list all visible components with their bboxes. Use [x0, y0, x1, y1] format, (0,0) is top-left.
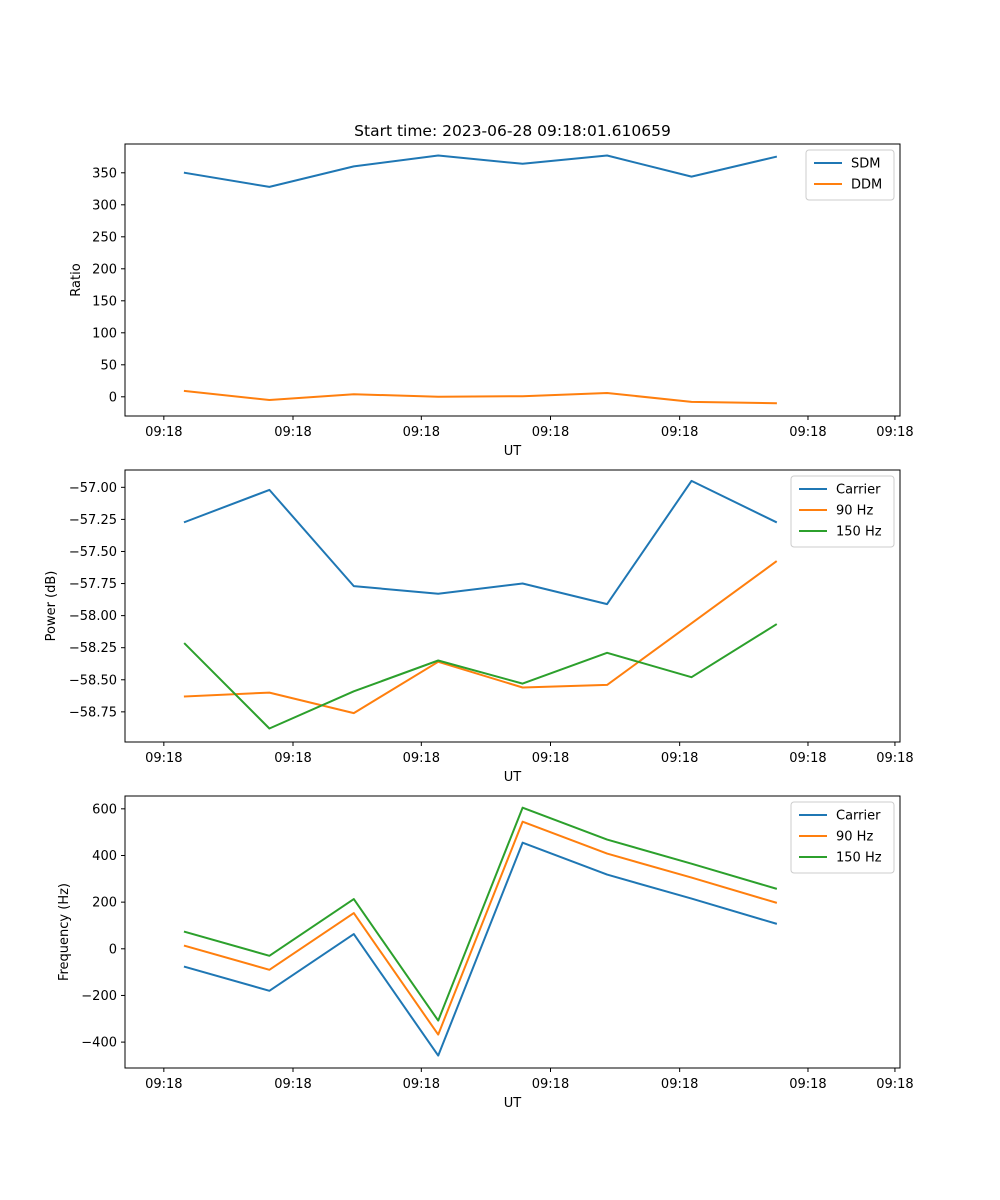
- series-line-carrier: [183, 479, 778, 606]
- chart-title: Start time: 2023-06-28 09:18:01.610659: [354, 122, 671, 140]
- y-tick-label: −58.25: [69, 641, 117, 656]
- y-tick-label: −400: [81, 1036, 117, 1051]
- y-tick-label: 300: [92, 198, 117, 213]
- legend: SDM DDM: [805, 149, 895, 201]
- x-tick-label: 09:18: [876, 751, 913, 766]
- y-tick-label: −58.75: [69, 705, 117, 720]
- x-tick-label: 09:18: [274, 751, 311, 766]
- x-tick-label: 09:18: [661, 425, 698, 440]
- y-tick-label: 0: [109, 390, 117, 405]
- x-tick-label: 09:18: [403, 425, 440, 440]
- x-tick-label: 09:18: [876, 1077, 913, 1092]
- x-tick-label: 09:18: [145, 425, 182, 440]
- y-tick-label: 200: [92, 896, 117, 911]
- y-tick-label: 150: [92, 294, 117, 309]
- x-tick-label: 09:18: [274, 1077, 311, 1092]
- legend-label: 150 Hz: [836, 525, 882, 540]
- y-tick-label: −200: [81, 989, 117, 1004]
- legend-label: Carrier: [836, 483, 881, 498]
- legend-label: 90 Hz: [836, 830, 873, 845]
- y-tick-label: 0: [109, 942, 117, 957]
- series-line-sdm: [183, 154, 778, 188]
- y-axis-label: Power (dB): [44, 571, 59, 642]
- x-tick-label: 09:18: [532, 425, 569, 440]
- x-tick-label: 09:18: [661, 1077, 698, 1092]
- x-tick-label: 09:18: [789, 1077, 826, 1092]
- legend-label: 90 Hz: [836, 504, 873, 519]
- x-tick-label: 09:18: [789, 425, 826, 440]
- x-tick-label: 09:18: [532, 1077, 569, 1092]
- legend-label: 150 Hz: [836, 851, 882, 866]
- x-tick-label: 09:18: [661, 751, 698, 766]
- y-tick-label: −57.25: [69, 513, 117, 528]
- y-tick-label: 200: [92, 262, 117, 277]
- y-tick-label: −57.00: [69, 481, 117, 496]
- legend-label: SDM: [851, 157, 880, 172]
- x-tick-label: 09:18: [789, 751, 826, 766]
- legend-label: Carrier: [836, 809, 881, 824]
- x-tick-label: 09:18: [403, 1077, 440, 1092]
- y-tick-label: −58.00: [69, 609, 117, 624]
- series-line-90-hz: [183, 560, 778, 715]
- y-axis-label: Ratio: [69, 263, 84, 296]
- axes-frame: [124, 143, 901, 417]
- series-line-150-hz: [183, 623, 778, 730]
- legend: Carrier 90 Hz 150 Hz: [790, 801, 895, 874]
- series-line-ddm: [183, 389, 777, 405]
- x-tick-label: 09:18: [274, 425, 311, 440]
- x-tick-label: 09:18: [876, 425, 913, 440]
- y-tick-label: −58.50: [69, 673, 117, 688]
- x-tick-label: 09:18: [145, 751, 182, 766]
- subplot-2: −58.75 −58.50 −58.25 −58.00 −57.75 −57.50 −57.…: [44, 469, 914, 785]
- y-tick-label: 50: [100, 358, 117, 373]
- legend-box: [790, 801, 895, 874]
- y-tick-label: −57.75: [69, 577, 117, 592]
- y-tick-label: 600: [92, 802, 117, 817]
- y-tick-label: 250: [92, 230, 117, 245]
- x-axis-label: UT: [504, 444, 522, 459]
- legend: Carrier 90 Hz 150 Hz: [790, 475, 895, 548]
- y-tick-label: 100: [92, 326, 117, 341]
- y-tick-label: 400: [92, 849, 117, 864]
- y-tick-label: −57.50: [69, 545, 117, 560]
- y-axis-label: Frequency (Hz): [57, 883, 72, 981]
- axes-frame: [124, 795, 901, 1069]
- axes-frame: [124, 469, 901, 743]
- series-line-150-hz: [183, 806, 778, 1022]
- legend-box: [805, 149, 895, 201]
- series-line-carrier: [183, 841, 778, 1057]
- subplot-1: 0 50 100 150 200 250 300 350 09:18 09:18 09:18 09:1…: [69, 122, 914, 459]
- subplots-container: 0 50 100 150 200 250 300 350 09:18 09:18 09:18 09:1…: [44, 122, 914, 1111]
- x-tick-label: 09:18: [403, 751, 440, 766]
- x-tick-label: 09:18: [532, 751, 569, 766]
- subplot-3: −400 −200 0 200 400 600 09:18 09:18 09:18 09:18 09…: [57, 795, 914, 1111]
- legend-box: [790, 475, 895, 548]
- series-line-90-hz: [183, 820, 778, 1036]
- x-axis-label: UT: [504, 770, 522, 785]
- x-tick-label: 09:18: [145, 1077, 182, 1092]
- y-tick-label: 350: [92, 166, 117, 181]
- x-axis-label: UT: [504, 1096, 522, 1111]
- legend-label: DDM: [851, 178, 882, 193]
